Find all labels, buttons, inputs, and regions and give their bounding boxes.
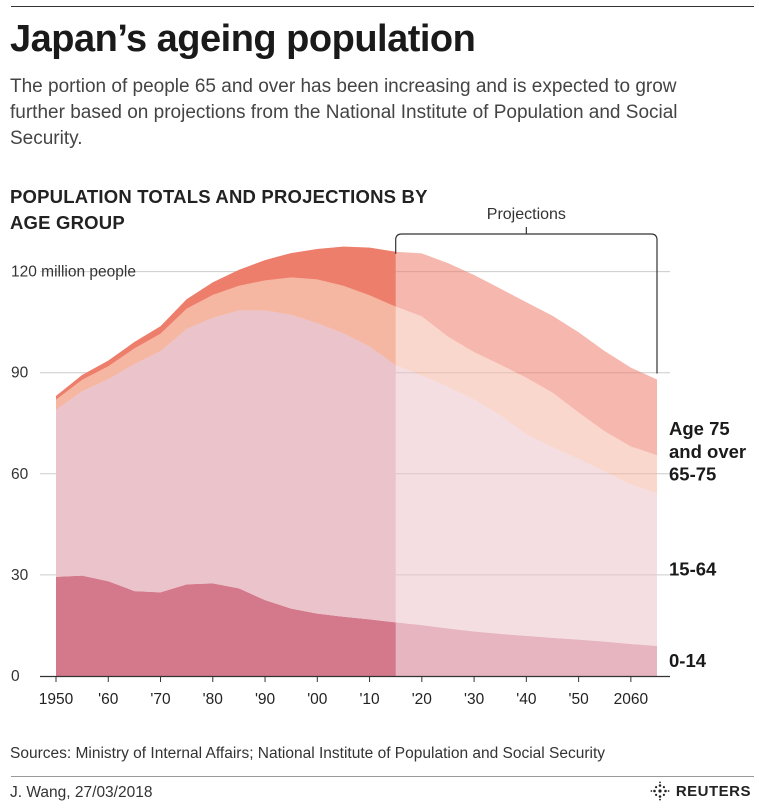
x-tick-label: '10 bbox=[359, 691, 380, 708]
x-tick-label: '90 bbox=[255, 691, 276, 708]
y-tick-label: 120 million people bbox=[11, 264, 136, 281]
x-tick-label: '30 bbox=[464, 691, 485, 708]
legend-label-0-14: 0-14 bbox=[669, 650, 707, 671]
area-0-14 bbox=[56, 575, 396, 676]
credit-line: J. Wang, 27/03/2018 bbox=[10, 784, 153, 801]
legend-label-line: and over bbox=[669, 441, 746, 462]
y-tick-label: 60 bbox=[11, 466, 29, 483]
sources-note: Sources: Ministry of Internal Affairs; N… bbox=[10, 745, 606, 762]
reuters-logo-text: REUTERS bbox=[675, 782, 751, 800]
page-title: Japan’s ageing population bbox=[10, 18, 476, 60]
area-age-75-and-over-projection bbox=[56, 246, 657, 456]
area-65-75 bbox=[56, 277, 396, 410]
top-rule bbox=[11, 6, 754, 7]
legend-label-line: 65-75 bbox=[669, 463, 716, 484]
legend-label-line: 0-14 bbox=[669, 650, 707, 671]
population-area-chart: 0 30 60 90 120 million people 1950 '60 '70 '80 '9… bbox=[11, 206, 746, 708]
x-tick-label: '70 bbox=[150, 691, 171, 708]
area-age-75-and-over bbox=[56, 246, 396, 400]
legend-label-15-64: 15-64 bbox=[669, 559, 717, 580]
y-tick-label: 90 bbox=[11, 365, 29, 382]
page-subtitle: The portion of people 65 and over has be… bbox=[10, 76, 678, 149]
x-tick-label: 2060 bbox=[614, 691, 649, 708]
reuters-logo-icon bbox=[650, 781, 670, 801]
chart-title: POPULATION TOTALS AND PROJECTIONS BY AGE… bbox=[10, 186, 428, 233]
legend-label-65-75: 65-75 bbox=[669, 463, 716, 484]
reuters-logo: REUTERS bbox=[650, 781, 751, 801]
x-tick-label: '00 bbox=[307, 691, 328, 708]
legend-label-age-75-and-over: Age 75 and over bbox=[669, 418, 746, 462]
x-tick-label: '60 bbox=[98, 691, 119, 708]
y-tick-label: 30 bbox=[11, 567, 29, 584]
bottom-rule bbox=[11, 776, 754, 777]
x-tick-label: 1950 bbox=[39, 691, 74, 708]
projection-label: Projections bbox=[487, 206, 566, 223]
x-tick-label: '40 bbox=[516, 691, 537, 708]
x-tick-label: '80 bbox=[203, 691, 224, 708]
legend-label-line: Age 75 bbox=[669, 418, 730, 439]
y-tick-label: 0 bbox=[11, 668, 20, 685]
legend-label-line: 15-64 bbox=[669, 559, 717, 580]
x-tick-label: '20 bbox=[412, 691, 433, 708]
area-15-64 bbox=[56, 310, 396, 623]
x-tick-label: '50 bbox=[569, 691, 590, 708]
stacked-areas bbox=[56, 246, 657, 676]
